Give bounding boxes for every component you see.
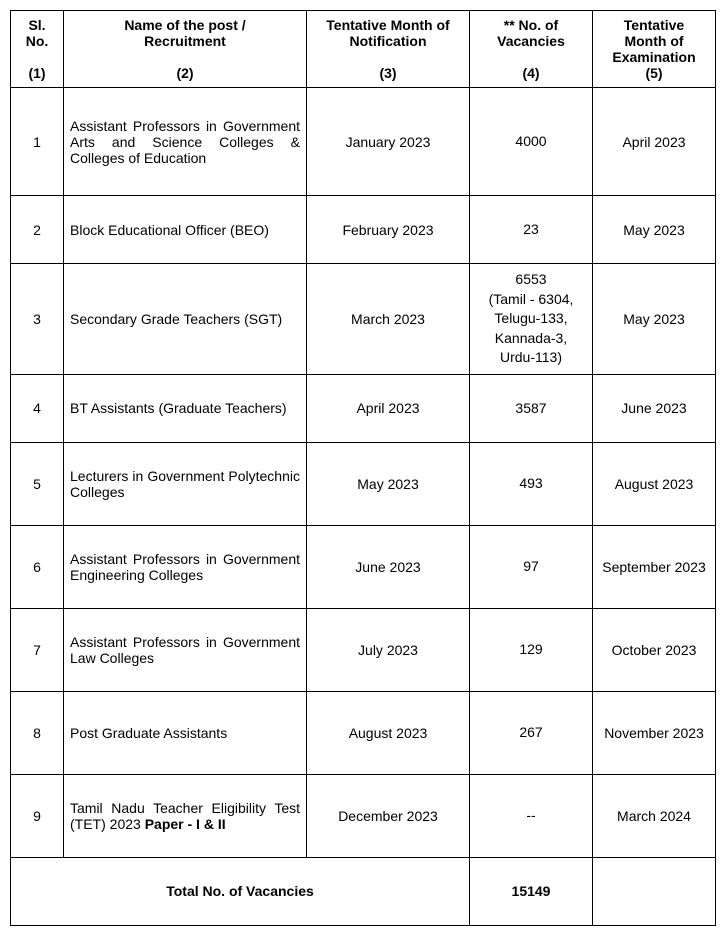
cell-vac: 3587 [470, 374, 593, 442]
cell-sl: 1 [11, 88, 64, 196]
header-row: Sl. No. (1) Name of the post / Recruitme… [11, 11, 716, 88]
header-notif: Tentative Month of Notification (3) [307, 11, 470, 88]
cell-name: Assistant Professors in Government Arts … [64, 88, 307, 196]
header-notif-num: (3) [379, 65, 396, 81]
total-empty [593, 857, 716, 925]
cell-notif: May 2023 [307, 442, 470, 525]
cell-sl: 3 [11, 264, 64, 375]
cell-notif: June 2023 [307, 525, 470, 608]
cell-notif: July 2023 [307, 608, 470, 691]
table-row: 5Lecturers in Government Polytechnic Col… [11, 442, 716, 525]
cell-name: Block Educational Officer (BEO) [64, 196, 307, 264]
header-vac-l1: ** No. of [504, 17, 558, 33]
table-row: 3Secondary Grade Teachers (SGT)March 202… [11, 264, 716, 375]
cell-name: Secondary Grade Teachers (SGT) [64, 264, 307, 375]
cell-sl: 9 [11, 774, 64, 857]
header-vac-num: (4) [522, 65, 539, 81]
table-row: 6Assistant Professors in Government Engi… [11, 525, 716, 608]
cell-name: Lecturers in Government Polytechnic Coll… [64, 442, 307, 525]
cell-vac: 267 [470, 691, 593, 774]
cell-exam: October 2023 [593, 608, 716, 691]
table-row: 7Assistant Professors in Government Law … [11, 608, 716, 691]
cell-notif: April 2023 [307, 374, 470, 442]
header-name-l1: Name of the post / [124, 17, 245, 33]
cell-notif: March 2023 [307, 264, 470, 375]
header-name-num: (2) [176, 65, 193, 81]
cell-notif: December 2023 [307, 774, 470, 857]
cell-name: Assistant Professors in Government Engin… [64, 525, 307, 608]
cell-notif: August 2023 [307, 691, 470, 774]
cell-name: Assistant Professors in Government Law C… [64, 608, 307, 691]
total-row: Total No. of Vacancies15149 [11, 857, 716, 925]
total-value: 15149 [470, 857, 593, 925]
cell-exam: August 2023 [593, 442, 716, 525]
header-notif-l1: Tentative Month of [326, 17, 449, 33]
table-row: 2Block Educational Officer (BEO)February… [11, 196, 716, 264]
table-body: 1Assistant Professors in Government Arts… [11, 88, 716, 926]
cell-sl: 2 [11, 196, 64, 264]
header-notif-l2: Notification [350, 33, 427, 49]
cell-vac: 6553(Tamil - 6304,Telugu-133,Kannada-3,U… [470, 264, 593, 375]
table-row: 8Post Graduate AssistantsAugust 2023267N… [11, 691, 716, 774]
cell-vac: 493 [470, 442, 593, 525]
header-exam: Tentative Month of Examination (5) [593, 11, 716, 88]
header-sl-num: (1) [28, 65, 45, 81]
cell-vac: 4000 [470, 88, 593, 196]
table-row: 9Tamil Nadu Teacher Eligibility Test (TE… [11, 774, 716, 857]
cell-notif: January 2023 [307, 88, 470, 196]
table-row: 1Assistant Professors in Government Arts… [11, 88, 716, 196]
header-sl-l2: No. [26, 33, 49, 49]
cell-exam: June 2023 [593, 374, 716, 442]
cell-sl: 7 [11, 608, 64, 691]
cell-name: Post Graduate Assistants [64, 691, 307, 774]
cell-vac: -- [470, 774, 593, 857]
total-label: Total No. of Vacancies [11, 857, 470, 925]
cell-exam: November 2023 [593, 691, 716, 774]
table-row: 4BT Assistants (Graduate Teachers)April … [11, 374, 716, 442]
cell-sl: 6 [11, 525, 64, 608]
header-exam-num: (5) [645, 65, 662, 81]
header-sl-l1: Sl. [28, 17, 45, 33]
cell-name: Tamil Nadu Teacher Eligibility Test (TET… [64, 774, 307, 857]
cell-sl: 5 [11, 442, 64, 525]
cell-exam: April 2023 [593, 88, 716, 196]
recruitment-table: Sl. No. (1) Name of the post / Recruitme… [10, 10, 716, 926]
cell-notif: February 2023 [307, 196, 470, 264]
header-exam-l1: Tentative [624, 17, 684, 33]
cell-sl: 8 [11, 691, 64, 774]
cell-exam: May 2023 [593, 196, 716, 264]
cell-vac: 23 [470, 196, 593, 264]
cell-exam: May 2023 [593, 264, 716, 375]
header-name-l2: Recruitment [144, 33, 226, 49]
header-exam-l2: Month of [624, 33, 683, 49]
header-vac: ** No. of Vacancies (4) [470, 11, 593, 88]
cell-sl: 4 [11, 374, 64, 442]
cell-vac: 97 [470, 525, 593, 608]
header-name: Name of the post / Recruitment (2) [64, 11, 307, 88]
cell-exam: September 2023 [593, 525, 716, 608]
header-sl: Sl. No. (1) [11, 11, 64, 88]
header-vac-l2: Vacancies [497, 33, 565, 49]
cell-name: BT Assistants (Graduate Teachers) [64, 374, 307, 442]
cell-exam: March 2024 [593, 774, 716, 857]
cell-vac: 129 [470, 608, 593, 691]
header-exam-l3: Examination [612, 49, 695, 65]
